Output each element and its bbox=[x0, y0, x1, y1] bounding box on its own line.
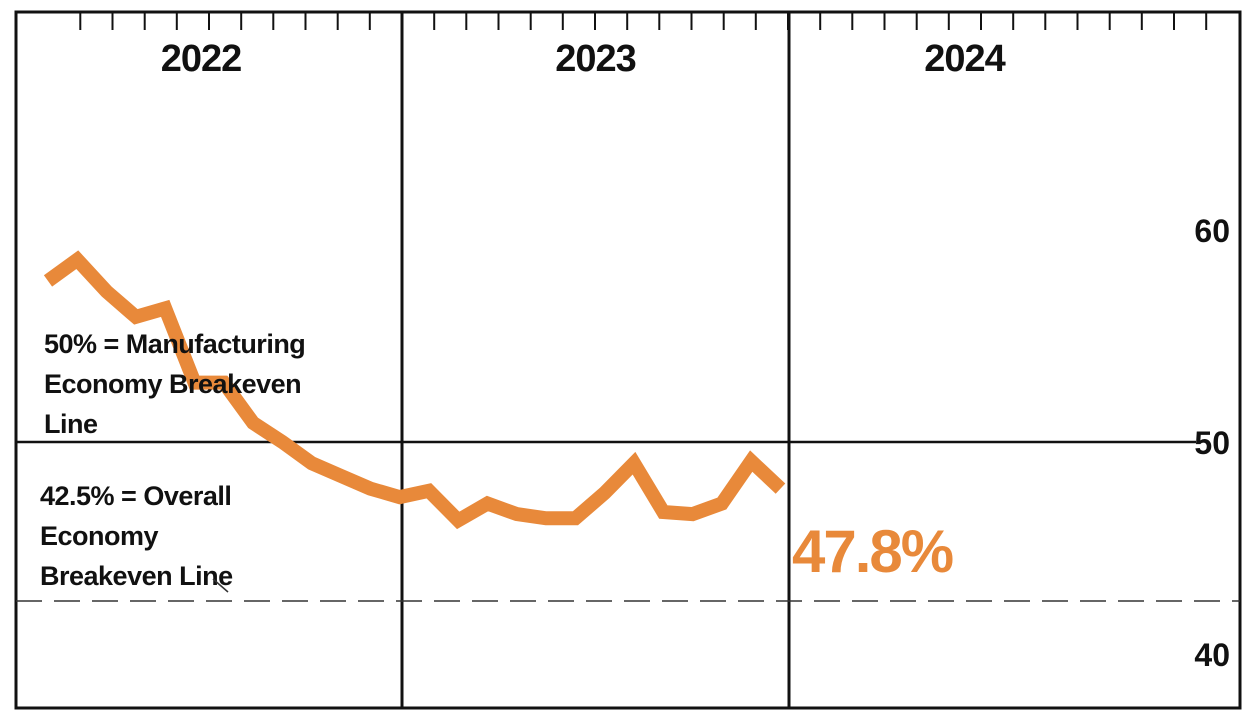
year-label-2023: 2023 bbox=[555, 38, 636, 80]
data-point-2023-10 bbox=[662, 511, 664, 513]
data-point-2022-08 bbox=[252, 422, 254, 424]
data-point-2022-04 bbox=[135, 316, 137, 318]
data-point-2022-10 bbox=[311, 462, 313, 464]
overall-economy-breakeven-note-line: Economy bbox=[40, 521, 159, 551]
data-point-2023-11 bbox=[692, 513, 694, 515]
data-point-2022-02 bbox=[76, 259, 78, 261]
data-point-2023-06 bbox=[545, 517, 547, 519]
data-point-2023-02 bbox=[428, 490, 430, 492]
data-point-2023-01 bbox=[399, 496, 401, 498]
y-tick-label-60: 60 bbox=[1194, 213, 1230, 249]
manufacturing-breakeven-note-line: Economy Breakeven bbox=[44, 369, 301, 399]
manufacturing-breakeven-note-line: Line bbox=[44, 409, 98, 439]
overall-economy-breakeven-note-line: 42.5% = Overall bbox=[40, 481, 231, 511]
y-tick-label-40: 40 bbox=[1194, 637, 1230, 673]
data-point-2022-12 bbox=[369, 488, 371, 490]
data-point-2023-09 bbox=[633, 462, 635, 464]
data-point-2022-09 bbox=[281, 441, 283, 443]
data-point-2022-11 bbox=[340, 475, 342, 477]
data-point-2023-12 bbox=[721, 503, 723, 505]
y-tick-label-50: 50 bbox=[1194, 425, 1230, 461]
pmi-series-line bbox=[43, 250, 786, 530]
plot-frame bbox=[14, 10, 1242, 710]
data-point-2023-07 bbox=[574, 517, 576, 519]
data-point-2022-05 bbox=[164, 307, 166, 309]
manufacturing-breakeven-note-line: 50% = Manufacturing bbox=[44, 329, 305, 359]
note-pointer bbox=[212, 578, 229, 593]
data-point-2023-04 bbox=[487, 503, 489, 505]
data-point-2022-03 bbox=[106, 291, 108, 293]
data-point-2023-08 bbox=[604, 492, 606, 494]
data-point-2024-01 bbox=[750, 460, 752, 462]
data-point-2023-05 bbox=[516, 513, 518, 515]
overall-economy-breakeven-note-line: Breakeven Line bbox=[40, 561, 233, 591]
data-point-2022-01 bbox=[47, 280, 49, 282]
data-point-2023-03 bbox=[457, 519, 459, 521]
data-point-2024-02 bbox=[780, 488, 782, 490]
latest-value-callout: 47.8% bbox=[792, 518, 953, 585]
year-label-2024: 2024 bbox=[924, 38, 1005, 80]
year-label-2022: 2022 bbox=[161, 38, 242, 80]
